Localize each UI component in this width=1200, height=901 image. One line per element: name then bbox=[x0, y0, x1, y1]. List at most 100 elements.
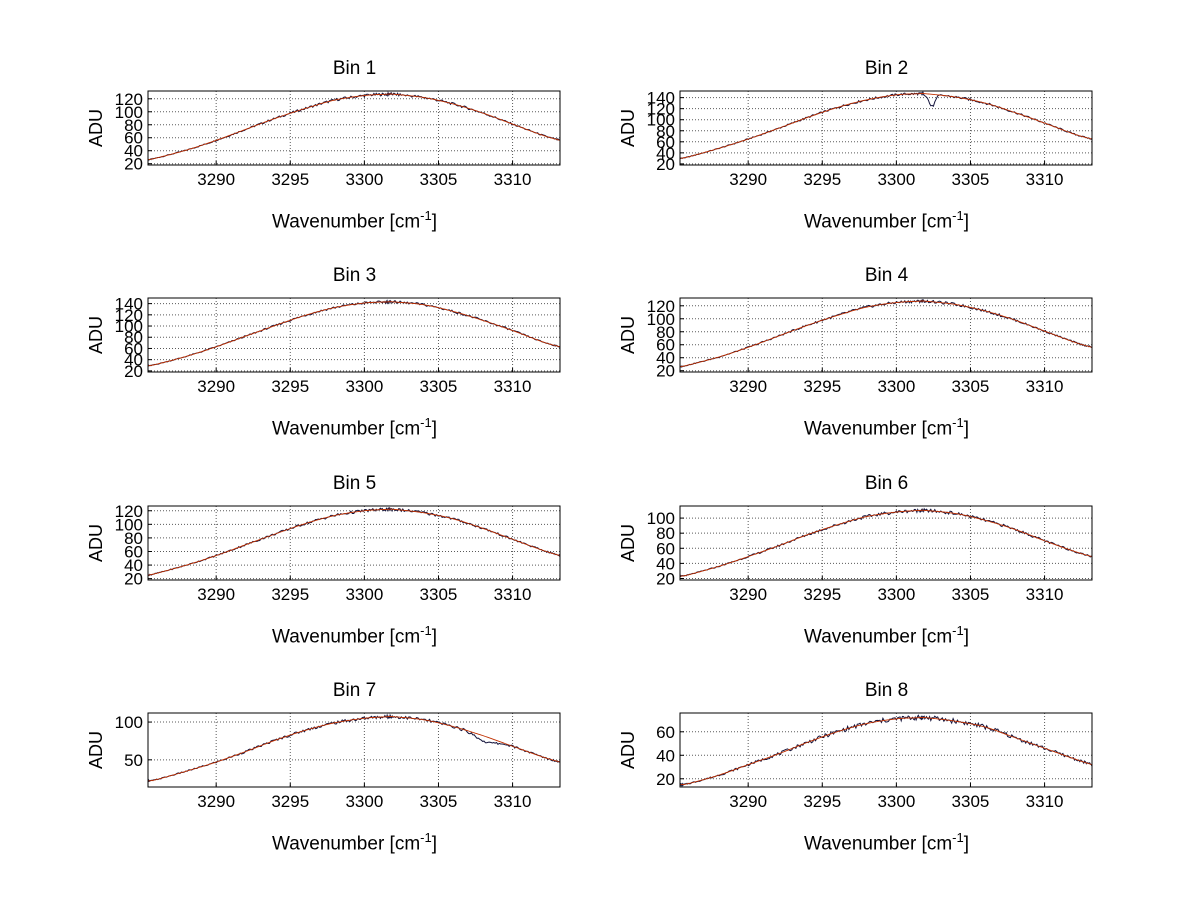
fit-curve bbox=[680, 509, 1092, 577]
x-axis-label-bracket: ] bbox=[963, 418, 969, 440]
x-axis-label-superscript: -1 bbox=[952, 208, 964, 223]
x-tick-label: 3290 bbox=[729, 377, 767, 396]
x-tick-label: 3310 bbox=[494, 585, 532, 604]
fit-curve bbox=[148, 93, 560, 161]
data-curve bbox=[680, 299, 1092, 369]
x-axis-label: Wavenumber [cm-1] bbox=[618, 616, 1098, 652]
x-tick-label: 3305 bbox=[420, 792, 458, 811]
y-tick-label: 80 bbox=[124, 529, 143, 548]
y-tick-label: 40 bbox=[124, 556, 143, 575]
fit-curve bbox=[680, 93, 1092, 159]
x-tick-label: 3290 bbox=[729, 170, 767, 189]
y-tick-label: 120 bbox=[115, 90, 143, 109]
y-tick-label: 80 bbox=[124, 116, 143, 135]
y-axis-label: ADU bbox=[86, 316, 106, 354]
y-tick-label: 60 bbox=[656, 336, 675, 355]
x-tick-label: 3290 bbox=[197, 585, 235, 604]
subplot-bin-8: Bin 8 3290 3295 3300 3305 3310 20 40 60 ADU Wave… bbox=[618, 678, 1098, 859]
y-tick-label: 100 bbox=[647, 509, 675, 528]
x-axis-label-text: Wavenumber [cm bbox=[271, 418, 421, 440]
y-tick-label: 20 bbox=[656, 569, 675, 588]
x-tick-label: 3295 bbox=[803, 377, 841, 396]
x-tick-label: 3290 bbox=[729, 585, 767, 604]
x-axis-label-superscript: -1 bbox=[952, 622, 964, 638]
y-axis-label: ADU bbox=[618, 109, 638, 147]
plot-title: Bin 5 bbox=[332, 472, 377, 494]
y-tick-label: 80 bbox=[656, 524, 675, 543]
x-tick-label: 3310 bbox=[1026, 170, 1064, 189]
y-tick-label: 140 bbox=[115, 295, 143, 314]
y-tick-label: 120 bbox=[115, 502, 143, 521]
fit-curve bbox=[148, 508, 560, 576]
x-axis-label-bracket: ] bbox=[431, 418, 437, 440]
data-curve bbox=[680, 714, 1092, 787]
y-tick-label: 20 bbox=[656, 362, 675, 381]
y-tick-label: 60 bbox=[124, 340, 143, 359]
y-axis-label: ADU bbox=[618, 524, 638, 562]
y-tick-label: 60 bbox=[124, 129, 143, 148]
axes-box bbox=[147, 712, 561, 788]
y-tick-label: 120 bbox=[115, 306, 143, 325]
x-axis-label-text: Wavenumber [cm bbox=[803, 625, 953, 647]
y-tick-label: 60 bbox=[656, 723, 675, 742]
y-tick-label: 80 bbox=[656, 323, 675, 342]
subplot-bin-4: Bin 4 3290 3295 3300 3305 3310 20 40 60 80 100 120… bbox=[618, 263, 1098, 444]
subplot-bin-6: Bin 6 3290 3295 3300 3305 3310 20 40 60 80 100 ADU… bbox=[618, 471, 1098, 652]
y-tick-label: 40 bbox=[656, 144, 675, 163]
axes-box bbox=[679, 505, 1093, 581]
subplot-bin-3: Bin 3 3290 3295 3300 3305 3310 20 40 60 80 100 120… bbox=[86, 263, 566, 444]
y-tick-label: 50 bbox=[124, 751, 143, 770]
plot-canvas-bin-8: 3290 3295 3300 3305 3310 20 40 60 ADU bbox=[618, 712, 1093, 811]
y-tick-label: 40 bbox=[656, 746, 675, 765]
x-tick-label: 3300 bbox=[345, 585, 383, 604]
subplot-bin-2: Bin 2 3290 3295 3300 3305 3310 20 40 60 80 100 120… bbox=[618, 56, 1098, 237]
x-tick-label: 3300 bbox=[877, 585, 915, 604]
x-tick-label: 3290 bbox=[197, 792, 235, 811]
x-tick-label: 3310 bbox=[494, 377, 532, 396]
y-tick-label: 60 bbox=[656, 133, 675, 152]
x-axis-label-bracket: ] bbox=[963, 625, 969, 647]
x-tick-label: 3305 bbox=[952, 377, 990, 396]
y-tick-label: 20 bbox=[656, 155, 675, 174]
y-tick-label: 100 bbox=[115, 713, 143, 732]
x-tick-label: 3295 bbox=[271, 585, 309, 604]
x-axis-label-bracket: ] bbox=[963, 833, 969, 855]
x-tick-label: 3305 bbox=[952, 170, 990, 189]
y-tick-label: 40 bbox=[656, 554, 675, 573]
axes-box bbox=[679, 712, 1093, 788]
x-axis-label-text: Wavenumber [cm bbox=[271, 211, 421, 233]
plot-title: Bin 8 bbox=[864, 679, 909, 701]
y-tick-label: 20 bbox=[124, 362, 143, 381]
x-axis-label-bracket: ] bbox=[431, 625, 437, 647]
y-tick-label: 100 bbox=[115, 515, 143, 534]
x-tick-label: 3305 bbox=[420, 585, 458, 604]
x-axis-label-superscript: -1 bbox=[420, 829, 432, 845]
plot-canvas-bin-7: 3290 3295 3300 3305 3310 50 100 ADU bbox=[86, 712, 561, 811]
data-curve bbox=[148, 713, 560, 783]
data-curve bbox=[148, 91, 560, 162]
x-axis-label-superscript: -1 bbox=[420, 622, 432, 638]
y-tick-label: 20 bbox=[124, 569, 143, 588]
y-axis-label: ADU bbox=[86, 731, 106, 769]
x-tick-label: 3305 bbox=[952, 585, 990, 604]
y-tick-label: 100 bbox=[115, 103, 143, 122]
x-axis-label-superscript: -1 bbox=[420, 415, 432, 431]
y-axis-label: ADU bbox=[86, 109, 106, 147]
x-axis-label-bracket: ] bbox=[963, 211, 969, 233]
fit-curve bbox=[148, 716, 560, 782]
data-curve bbox=[680, 91, 1092, 160]
x-axis-label-text: Wavenumber [cm bbox=[803, 418, 953, 440]
axes-box bbox=[147, 505, 561, 581]
x-axis-label-text: Wavenumber [cm bbox=[271, 625, 421, 647]
x-axis-label: Wavenumber [cm-1] bbox=[86, 201, 566, 237]
x-tick-label: 3295 bbox=[271, 792, 309, 811]
x-tick-label: 3305 bbox=[420, 170, 458, 189]
plot-title: Bin 7 bbox=[332, 679, 377, 701]
x-tick-label: 3290 bbox=[197, 377, 235, 396]
y-tick-label: 40 bbox=[124, 351, 143, 370]
x-axis-label: Wavenumber [cm-1] bbox=[86, 408, 566, 444]
